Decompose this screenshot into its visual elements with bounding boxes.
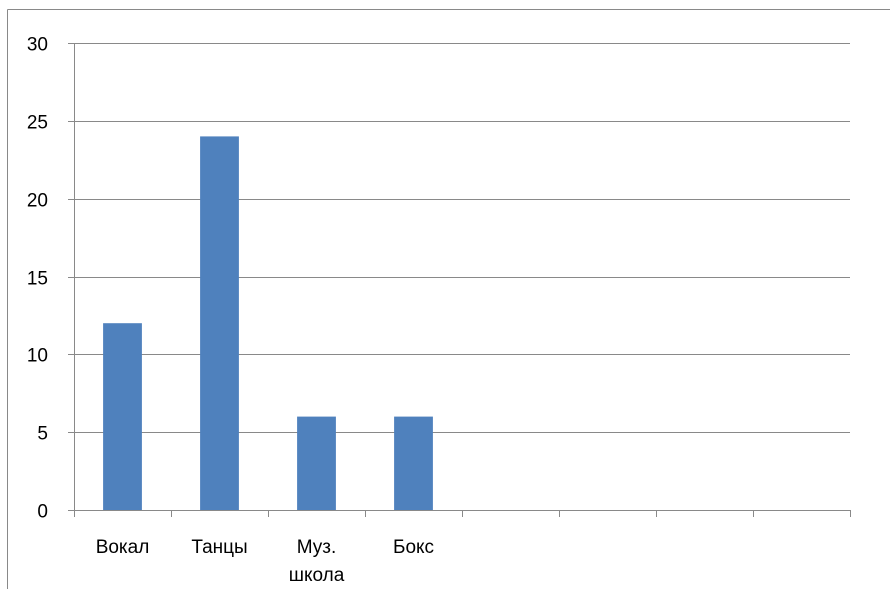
bar [200, 136, 239, 510]
y-tick-label: 10 [27, 346, 48, 367]
bar [394, 416, 433, 510]
bar [297, 416, 336, 510]
y-tick-label: 5 [37, 424, 48, 445]
bar [103, 323, 142, 510]
y-tick-label: 25 [27, 113, 48, 134]
x-tick-label: Муз. школа [289, 537, 345, 586]
y-tick-label: 15 [27, 269, 48, 290]
y-tick-label: 20 [27, 191, 48, 212]
bars [103, 136, 433, 510]
y-tick-label: 0 [37, 502, 48, 523]
x-tick-label: Вокал [96, 537, 150, 558]
tick-labels: 0 5 10 15 20 25 30 Вокал Танцы Муз. школа Бокс [27, 35, 434, 587]
gridlines [74, 43, 850, 433]
axes [68, 43, 851, 517]
x-tick-label: Танцы [191, 537, 247, 558]
x-tick-label: Бокс [393, 537, 434, 558]
y-tick-label: 30 [27, 35, 48, 56]
